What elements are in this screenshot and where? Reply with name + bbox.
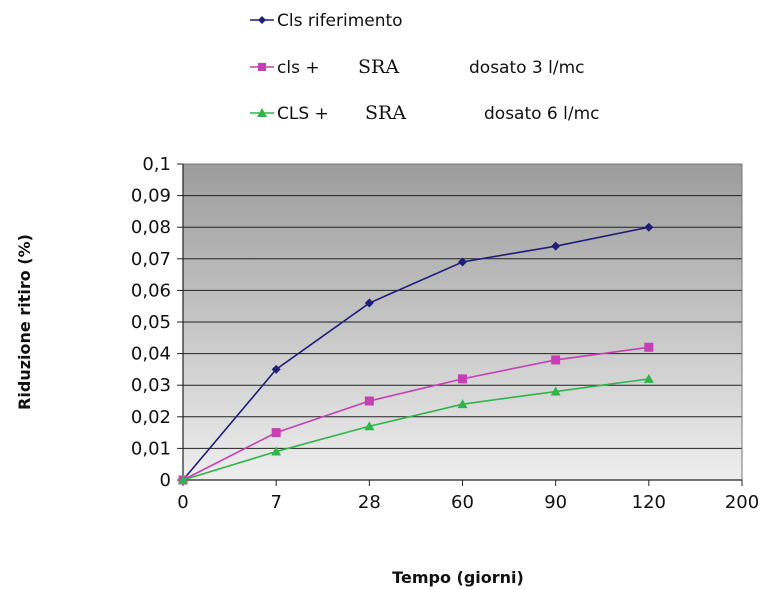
- y-tick-label-7: 0,07: [131, 249, 171, 270]
- legend-label-riferimento: Cls riferimento: [277, 11, 403, 31]
- axes: [177, 163, 743, 486]
- data-point-2-3: [457, 399, 468, 409]
- data-point-0-2: [364, 298, 374, 308]
- data-point-2-5: [643, 373, 654, 383]
- x-tick-label-5: 120: [632, 492, 666, 513]
- x-tick-label-1: 7: [270, 492, 281, 513]
- x-axis-title: Tempo (giorni): [392, 568, 524, 587]
- data-point-0-5: [644, 222, 654, 232]
- legend-item-sra-3: cls + SRA dosato 3 l/mc: [250, 56, 585, 78]
- y-tick-label-1: 0,01: [131, 438, 171, 459]
- y-tick-label-2: 0,02: [131, 407, 171, 428]
- legend-item-sra-6: CLS + SRA dosato 6 l/mc: [250, 102, 600, 124]
- legend-item-riferimento: Cls riferimento: [250, 11, 403, 31]
- y-axis-title: Riduzione ritiro (%): [15, 234, 34, 410]
- y-tick-label-8: 0,08: [131, 217, 171, 238]
- legend-label-sra-3-sra: SRA: [358, 56, 399, 78]
- data-point-2-2: [364, 421, 375, 431]
- data-point-2-0: [178, 475, 188, 484]
- data-point-2-4: [550, 386, 561, 396]
- series-line-2: [182, 378, 649, 481]
- data-point-0-4: [551, 241, 561, 251]
- legend: Cls riferimento cls + SRA dosato 3 l/mc …: [250, 11, 600, 124]
- series-2: [178, 373, 654, 484]
- y-tick-labels: 0 0,01 0,02 0,03 0,04 0,05 0,06 0,07 0,08 0,09 0,1: [131, 154, 171, 491]
- legend-label-sra-6-sra: SRA: [365, 102, 406, 124]
- legend-label-sra-6-dose: dosato 6 l/mc: [484, 104, 600, 124]
- series-group: [178, 222, 654, 485]
- x-tick-labels: 0 7 28 60 90 120 200: [177, 492, 759, 513]
- y-tick-label-0: 0: [160, 470, 171, 491]
- data-point-1-5: [644, 342, 654, 352]
- data-point-1-1: [271, 428, 281, 438]
- y-tick-label-4: 0,04: [131, 344, 171, 365]
- data-point-1-3: [458, 374, 467, 384]
- data-point-2-1: [271, 446, 282, 456]
- y-tick-label-3: 0,03: [131, 375, 171, 396]
- y-tick-label-9: 0,09: [131, 186, 171, 207]
- legend-marker-sra-3: [258, 63, 266, 71]
- x-tick-label-6: 200: [725, 492, 759, 513]
- x-tick-label-2: 28: [358, 492, 381, 513]
- y-tick-label-5: 0,05: [131, 312, 171, 333]
- data-point-0-3: [458, 257, 467, 267]
- y-tick-label-6: 0,06: [131, 280, 171, 301]
- series-line-1: [182, 346, 649, 481]
- series-line-0: [182, 226, 649, 481]
- legend-marker-riferimento: [258, 16, 266, 24]
- data-point-1-2: [364, 396, 374, 406]
- x-tick-label-4: 90: [544, 492, 567, 513]
- legend-label-sra-3-dose: dosato 3 l/mc: [469, 58, 585, 78]
- data-point-1-4: [551, 355, 561, 365]
- x-tick-label-0: 0: [177, 492, 188, 513]
- y-tick-label-10: 0,1: [142, 154, 171, 175]
- x-tick-label-3: 60: [451, 492, 474, 513]
- legend-label-sra-6-prefix: CLS +: [277, 104, 329, 124]
- legend-label-sra-3-prefix: cls +: [277, 58, 320, 78]
- data-point-0-1: [271, 364, 281, 374]
- legend-marker-sra-6: [257, 108, 267, 117]
